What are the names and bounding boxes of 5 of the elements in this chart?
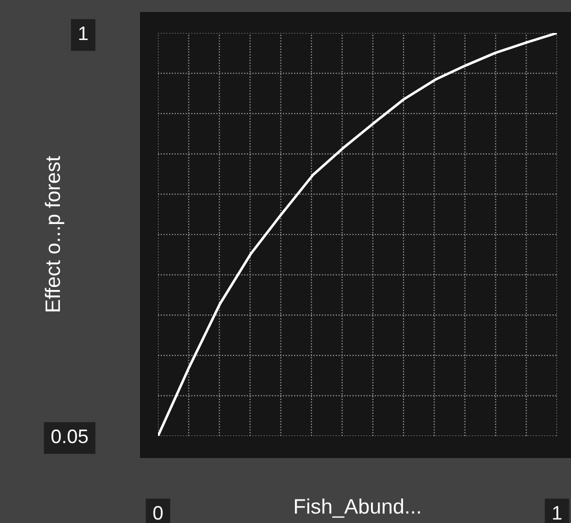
x-axis-title: Fish_Abund...	[294, 498, 420, 518]
y-tick-label: 0.05	[51, 429, 88, 444]
y-axis-title: Effect o...p forest	[44, 156, 64, 312]
line-series	[158, 33, 557, 436]
x-tick-label: 0	[153, 506, 163, 520]
